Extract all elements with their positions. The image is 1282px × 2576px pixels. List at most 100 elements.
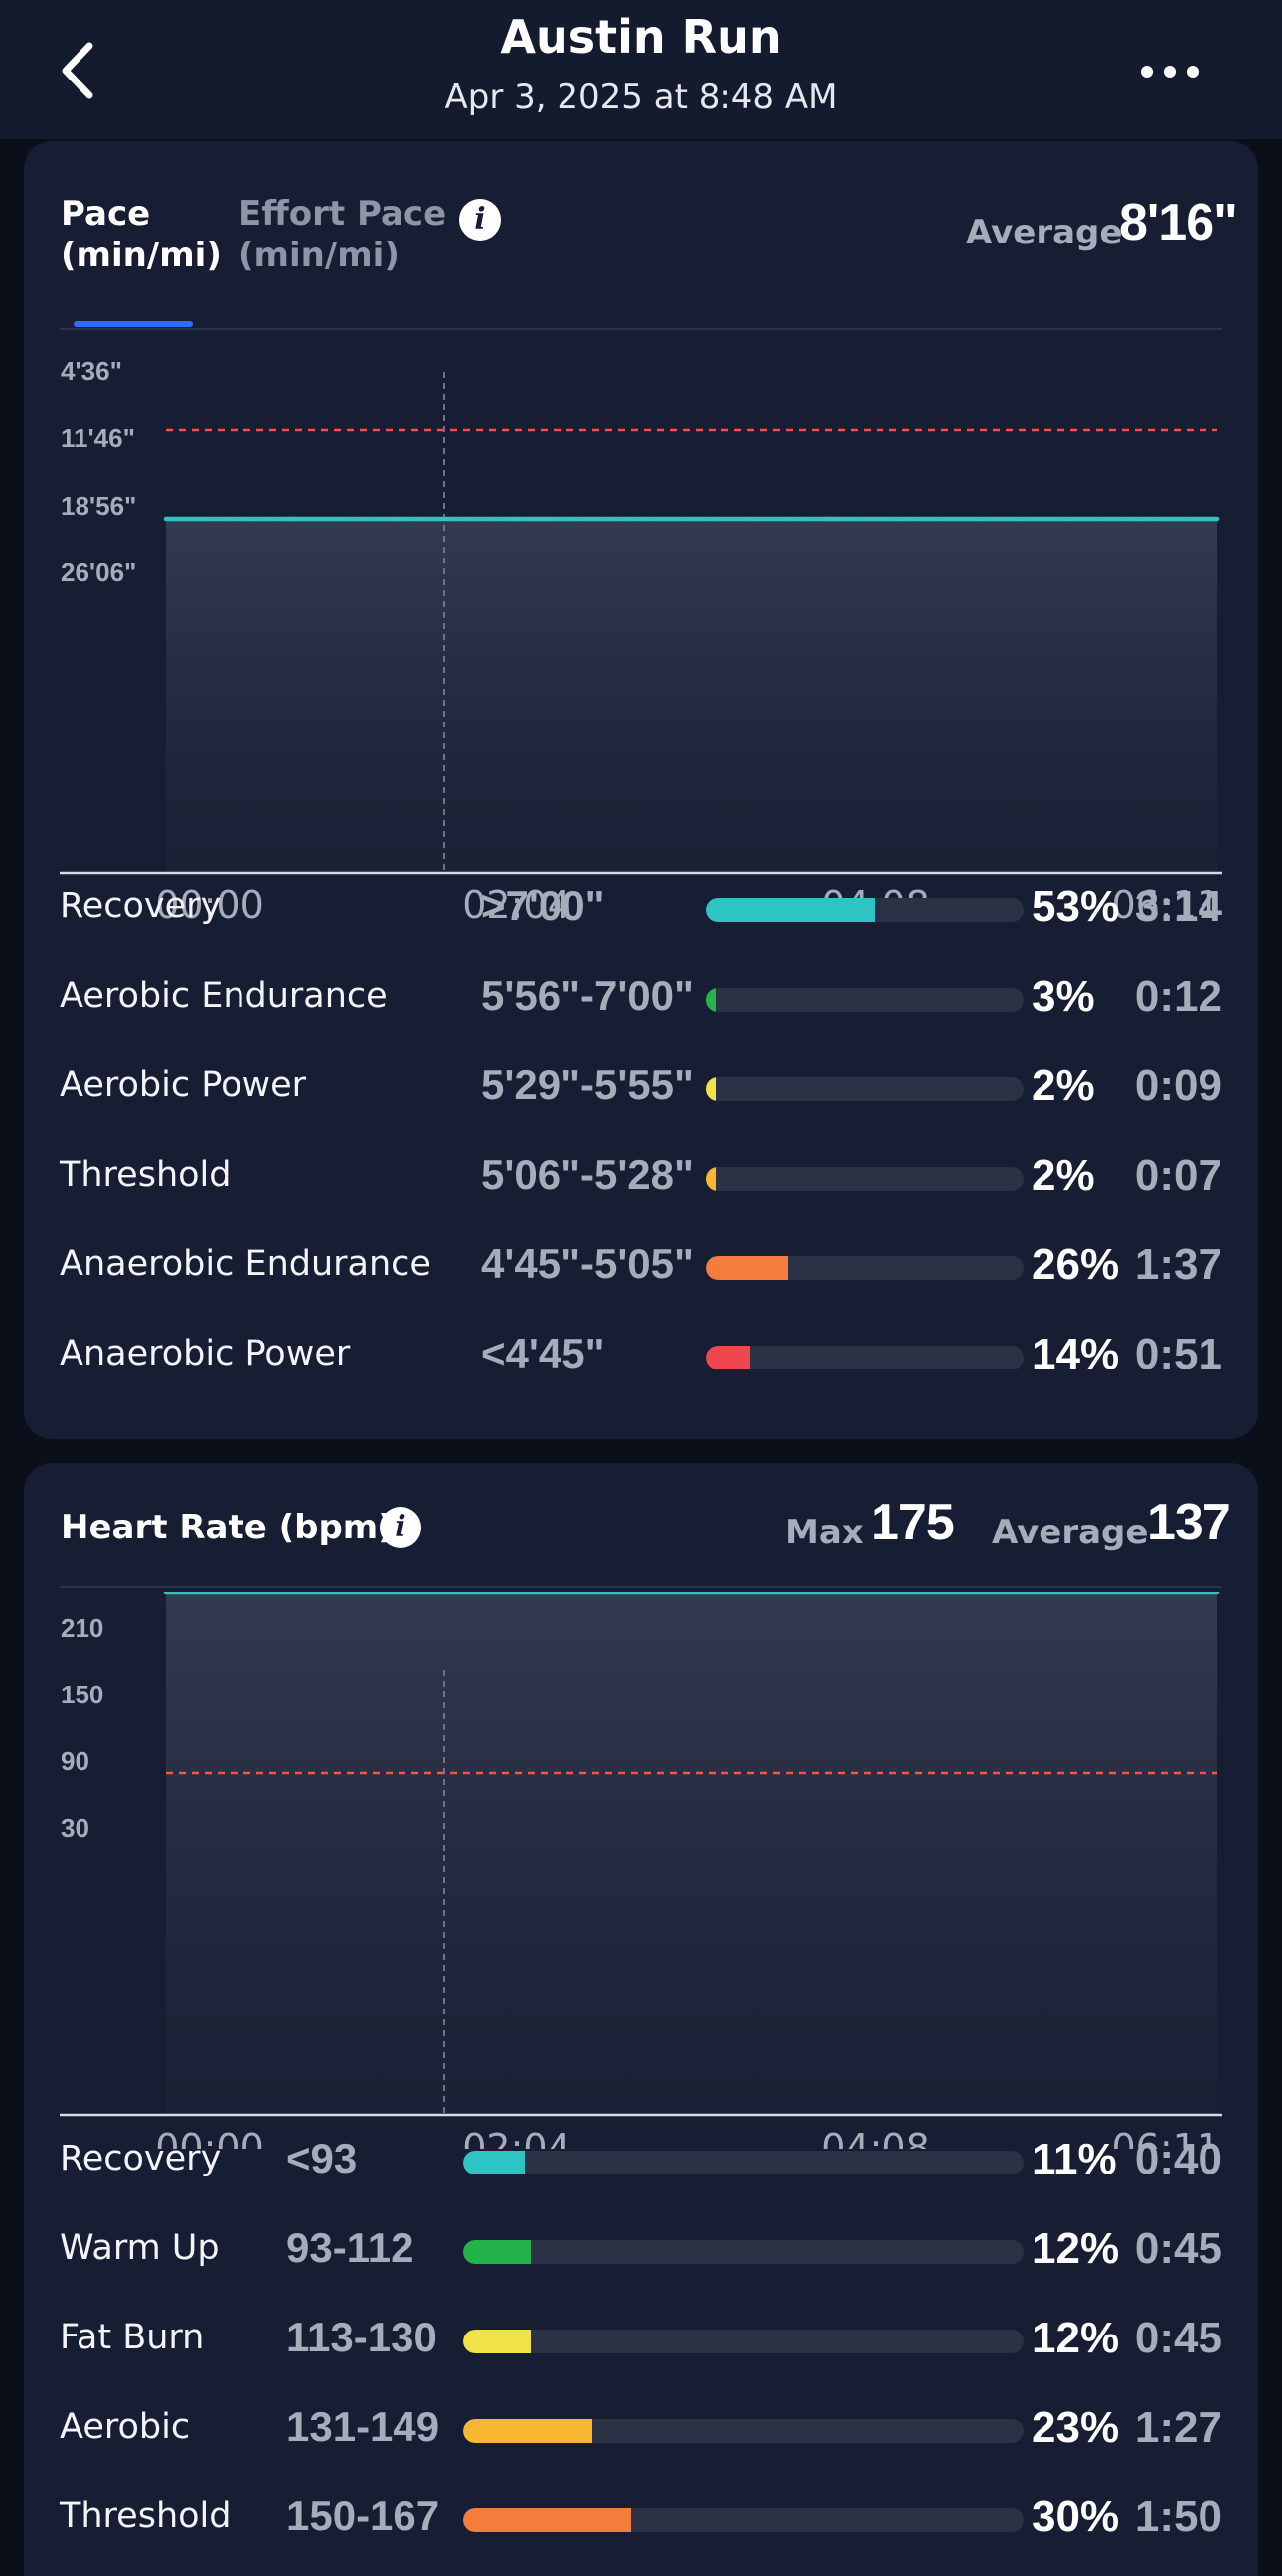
zone-row: Anaerobic Endurance 4'45"-5'05" 26% 1:37	[60, 1236, 1222, 1296]
zone-range: 93-112	[286, 2224, 414, 2271]
tab-pace[interactable]: Pace (min/mi)	[61, 193, 222, 276]
zone-name: Anaerobic Endurance	[60, 1244, 431, 1284]
zone-duration: 0:09	[1134, 1061, 1222, 1110]
tab-pace-unit: (min/mi)	[61, 236, 222, 275]
zone-range: 4'45"-5'05"	[481, 1240, 694, 1287]
zone-range: >7'00"	[481, 883, 605, 929]
more-horizontal-icon	[1141, 66, 1199, 78]
zone-progress-track	[706, 1346, 1024, 1369]
zone-progress-fill	[463, 2240, 531, 2264]
zone-row: Aerobic Power 5'29"-5'55" 2% 0:09	[60, 1057, 1222, 1117]
average-pace-label: Average	[966, 213, 1123, 252]
zone-progress-fill	[706, 988, 716, 1012]
title-divider	[60, 1586, 1222, 1588]
zone-name: Threshold	[60, 2496, 232, 2536]
zone-range: 131-149	[286, 2403, 440, 2450]
heart-rate-card: Heart Rate (bpm) i Max 175 Average 137 2…	[24, 1463, 1258, 2576]
zone-progress-track	[706, 988, 1024, 1012]
zone-progress-fill	[463, 2419, 592, 2443]
tab-divider	[60, 328, 1222, 330]
tab-effort-pace[interactable]: Effort Pace (min/mi)	[239, 193, 446, 276]
zone-percent: 2%	[1032, 1061, 1095, 1110]
zone-progress-track	[463, 2508, 1024, 2532]
zone-percent: 26%	[1032, 1240, 1120, 1289]
y-tick-label: 11'46"	[61, 423, 135, 453]
zone-progress-fill	[706, 1167, 716, 1191]
zone-duration: 1:37	[1134, 1240, 1222, 1289]
info-icon[interactable]: i	[459, 199, 501, 241]
zone-row: Aerobic Endurance 5'56"-7'00" 3% 0:12	[60, 968, 1222, 1028]
zone-progress-track	[463, 2240, 1024, 2264]
zone-percent: 53%	[1032, 883, 1120, 931]
back-button[interactable]	[52, 36, 111, 105]
zone-range: 5'56"-7'00"	[481, 972, 694, 1019]
zone-duration: 0:07	[1134, 1151, 1222, 1200]
tab-effort-pace-label: Effort Pace	[239, 194, 447, 234]
max-hr-label: Max	[785, 1513, 864, 1552]
zone-name: Recovery	[60, 886, 222, 926]
zone-percent: 3%	[1032, 972, 1095, 1021]
y-tick-label: 4'36"	[61, 356, 122, 386]
zone-percent: 2%	[1032, 1151, 1095, 1200]
zone-progress-fill	[463, 2508, 632, 2532]
max-hr-value: 175	[871, 1494, 955, 1551]
zone-row: Warm Up 93-112 12% 0:45	[60, 2220, 1222, 2280]
zone-progress-track	[463, 2151, 1024, 2174]
zone-progress-track	[706, 1077, 1024, 1101]
more-button[interactable]	[1133, 48, 1212, 95]
zone-progress-track	[706, 898, 1024, 922]
zone-percent: 30%	[1032, 2493, 1120, 2541]
zone-progress-fill	[706, 898, 875, 922]
chart-area-fill	[166, 519, 1217, 873]
zone-name: Threshold	[60, 1155, 232, 1195]
zone-row: Threshold 5'06"-5'28" 2% 0:07	[60, 1147, 1222, 1207]
zone-range: <93	[286, 2135, 358, 2181]
tab-effort-pace-unit: (min/mi)	[239, 236, 400, 275]
zone-duration: 0:40	[1134, 2135, 1222, 2183]
zone-row: Fat Burn 113-130 12% 0:45	[60, 2310, 1222, 2369]
tab-pace-label: Pace	[61, 194, 151, 234]
tab-active-indicator	[74, 321, 193, 327]
zone-name: Fat Burn	[60, 2318, 205, 2357]
zone-percent: 11%	[1032, 2135, 1117, 2183]
x-tick-label: 06:11	[1111, 884, 1220, 927]
zone-name: Warm Up	[60, 2228, 220, 2268]
zone-name: Aerobic Endurance	[60, 976, 388, 1016]
zone-row: Threshold 150-167 30% 1:50	[60, 2489, 1222, 2548]
activity-datetime: Apr 3, 2025 at 8:48 AM	[444, 78, 838, 117]
zone-percent: 14%	[1032, 1330, 1120, 1378]
zone-progress-fill	[463, 2330, 531, 2353]
zone-progress-track	[463, 2419, 1024, 2443]
x-tick-label: 00:00	[155, 2126, 264, 2149]
zone-duration: 0:51	[1134, 1330, 1222, 1378]
zone-range: <4'45"	[481, 1330, 605, 1376]
x-tick-label: 06:11	[1111, 2126, 1220, 2149]
y-tick-label: 18'56"	[61, 491, 136, 521]
zone-percent: 23%	[1032, 2403, 1120, 2452]
zone-name: Recovery	[60, 2139, 222, 2178]
pace-chart: 4'36"11'46"18'56"26'06"00:0002:0404:0806…	[60, 356, 1222, 927]
heart-rate-title: Heart Rate (bpm)	[61, 1508, 394, 1547]
zone-duration: 0:45	[1134, 2314, 1222, 2362]
zone-progress-fill	[463, 2151, 526, 2174]
y-tick-label: 90	[61, 1746, 89, 1776]
y-tick-label: 26'06"	[61, 558, 136, 587]
y-tick-label: 210	[61, 1613, 103, 1643]
zone-range: 113-130	[286, 2314, 437, 2360]
zone-progress-fill	[706, 1346, 750, 1369]
zone-percent: 12%	[1032, 2224, 1120, 2273]
x-tick-label: 00:00	[155, 884, 264, 927]
zone-duration: 0:45	[1134, 2224, 1222, 2273]
page-title: Austin Run	[500, 10, 782, 64]
zone-duration: 1:50	[1134, 2493, 1222, 2541]
zone-progress-fill	[706, 1256, 789, 1280]
x-tick-label: 02:04	[462, 884, 571, 927]
y-tick-label: 150	[61, 1680, 103, 1709]
zone-progress-fill	[706, 1077, 716, 1101]
heart-rate-chart: 210 150 90 30 00:00 02:04 04:08 06:11	[60, 1592, 1222, 2149]
info-icon[interactable]: i	[380, 1507, 421, 1548]
zone-name: Aerobic Power	[60, 1065, 307, 1105]
zone-duration: 0:12	[1134, 972, 1222, 1021]
average-hr-label: Average	[992, 1513, 1149, 1552]
y-tick-label: 30	[61, 1813, 89, 1843]
